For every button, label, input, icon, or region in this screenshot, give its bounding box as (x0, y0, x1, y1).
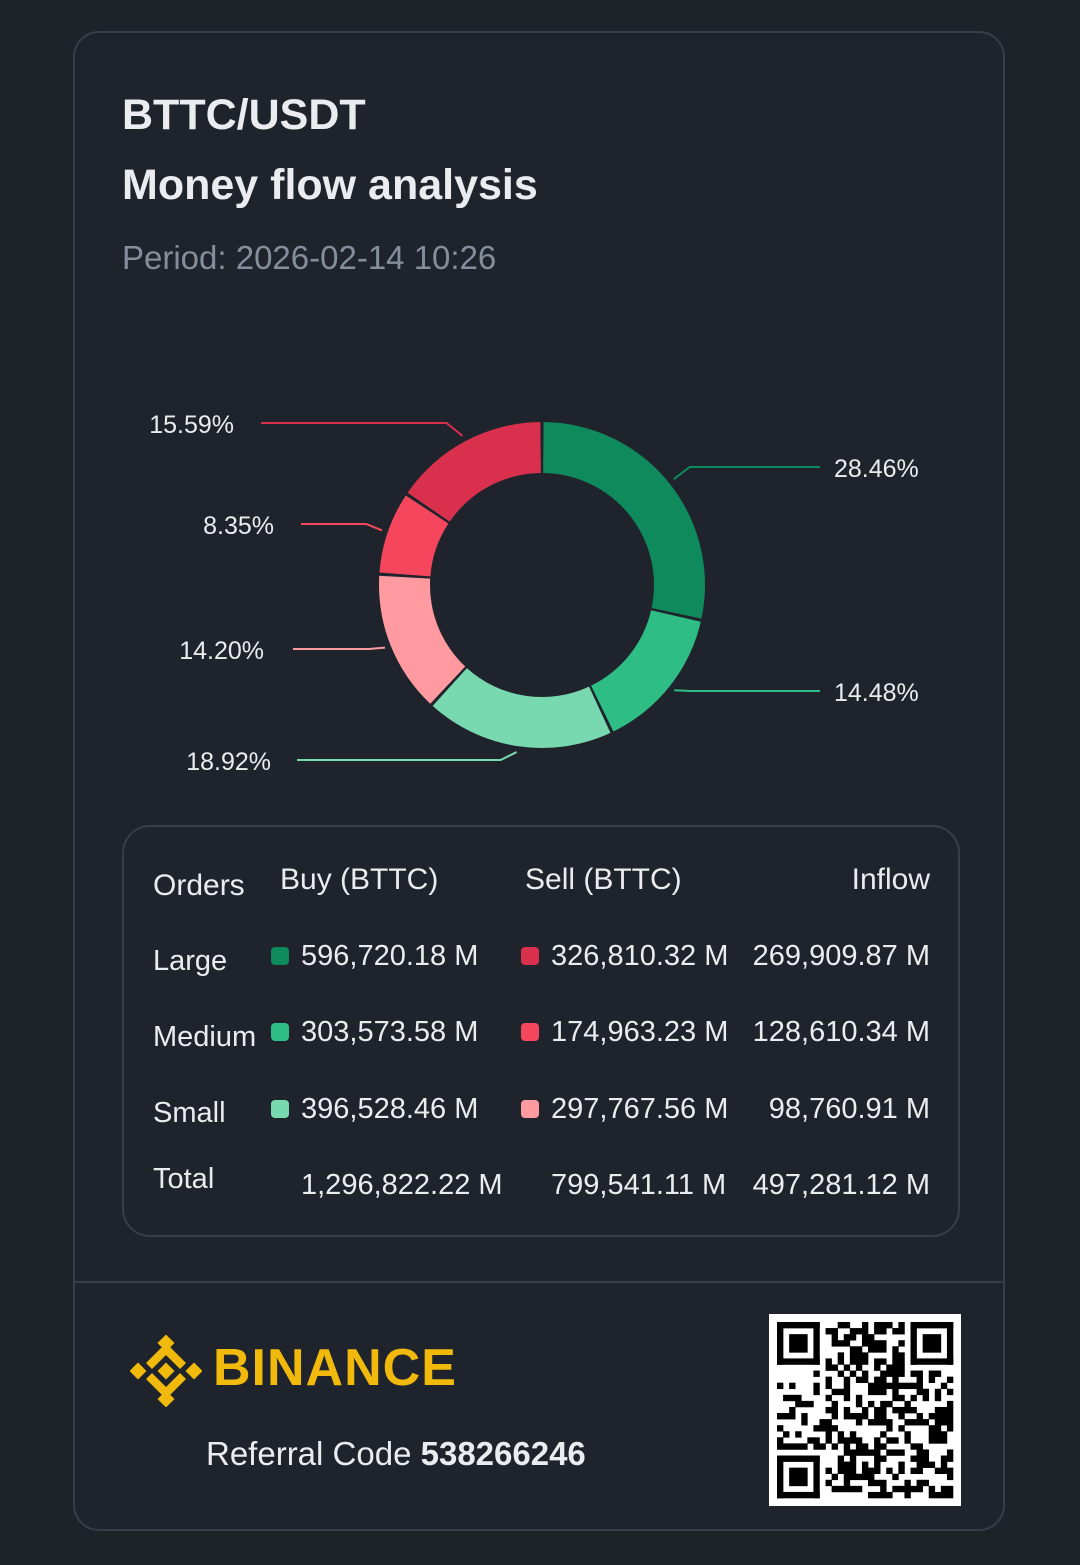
donut-slice-5 (407, 422, 541, 522)
row-large-label: Large (153, 945, 228, 977)
slice-label-4: 8.35% (203, 512, 274, 540)
binance-diamond-icon (129, 1334, 203, 1408)
medium-sell-value: 174,963.23 M (551, 1016, 729, 1048)
medium-sell-swatch (521, 1023, 539, 1041)
leader-line-2 (297, 751, 518, 761)
large-buy-value: 596,720.18 M (301, 940, 479, 972)
leader-line-4 (301, 523, 383, 532)
brand-name: BINANCE (213, 1339, 457, 1397)
binance-logo: BINANCE (129, 1334, 470, 1408)
total-inflow-value: 497,281.12 M (752, 1169, 930, 1201)
leader-line-0 (673, 466, 820, 480)
large-sell-value: 326,810.32 M (551, 940, 729, 972)
leader-line-5 (261, 422, 464, 437)
row-total-label: Total (153, 1163, 215, 1195)
referral-code: 538266246 (420, 1435, 586, 1472)
qr-code-icon (769, 1314, 961, 1506)
small-sell-value: 297,767.56 M (551, 1093, 729, 1125)
medium-buy-swatch (271, 1023, 289, 1041)
leader-line-1 (674, 689, 820, 692)
large-buy-swatch (271, 947, 289, 965)
header-sell: Sell (BTTC) (525, 863, 682, 896)
small-buy-swatch (271, 1100, 289, 1118)
row-small-label: Small (153, 1097, 226, 1129)
referral-line: Referral Code 538266246 (206, 1435, 586, 1473)
large-inflow-value: 269,909.87 M (752, 940, 930, 972)
leader-line-3 (293, 646, 386, 650)
donut-slice-1 (591, 610, 701, 732)
footer-divider (75, 1281, 1003, 1283)
qr-pattern (777, 1322, 954, 1499)
row-medium-label: Medium (153, 1021, 257, 1053)
medium-buy-value: 303,573.58 M (301, 1016, 479, 1048)
total-sell-value: 799,541.11 M (551, 1169, 727, 1201)
donut-slice-3 (379, 575, 466, 704)
page-title: Money flow analysis (122, 161, 538, 209)
small-inflow-value: 98,760.91 M (768, 1093, 930, 1125)
share-card: BTTC/USDT Money flow analysis Period: 20… (73, 31, 1005, 1531)
slice-label-3: 14.20% (179, 637, 264, 665)
small-buy-value: 396,528.46 M (301, 1093, 479, 1125)
slice-label-5: 15.59% (149, 411, 234, 439)
small-sell-swatch (521, 1100, 539, 1118)
large-sell-swatch (521, 947, 539, 965)
referral-label: Referral Code (206, 1435, 412, 1472)
header-orders: Orders (153, 869, 245, 902)
orders-table: Orders Buy (BTTC) Sell (BTTC) Inflow Lar… (122, 825, 960, 1237)
header-buy: Buy (BTTC) (280, 863, 439, 896)
slice-label-0: 28.46% (834, 455, 919, 483)
total-buy-value: 1,296,822.22 M (301, 1169, 503, 1201)
money-flow-donut-chart: 28.46% 14.48% 18.92% 14.20% 8.35% 15.59% (149, 411, 919, 776)
donut-slice-2 (432, 668, 611, 748)
header-inflow: Inflow (851, 863, 930, 896)
slice-label-2: 18.92% (186, 748, 271, 776)
donut-slice-4 (379, 495, 449, 577)
slice-label-1: 14.48% (834, 679, 919, 707)
trading-pair: BTTC/USDT (122, 91, 366, 139)
donut-slice-0 (543, 422, 705, 619)
medium-inflow-value: 128,610.34 M (752, 1016, 930, 1048)
period-text: Period: 2026-02-14 10:26 (122, 239, 497, 276)
